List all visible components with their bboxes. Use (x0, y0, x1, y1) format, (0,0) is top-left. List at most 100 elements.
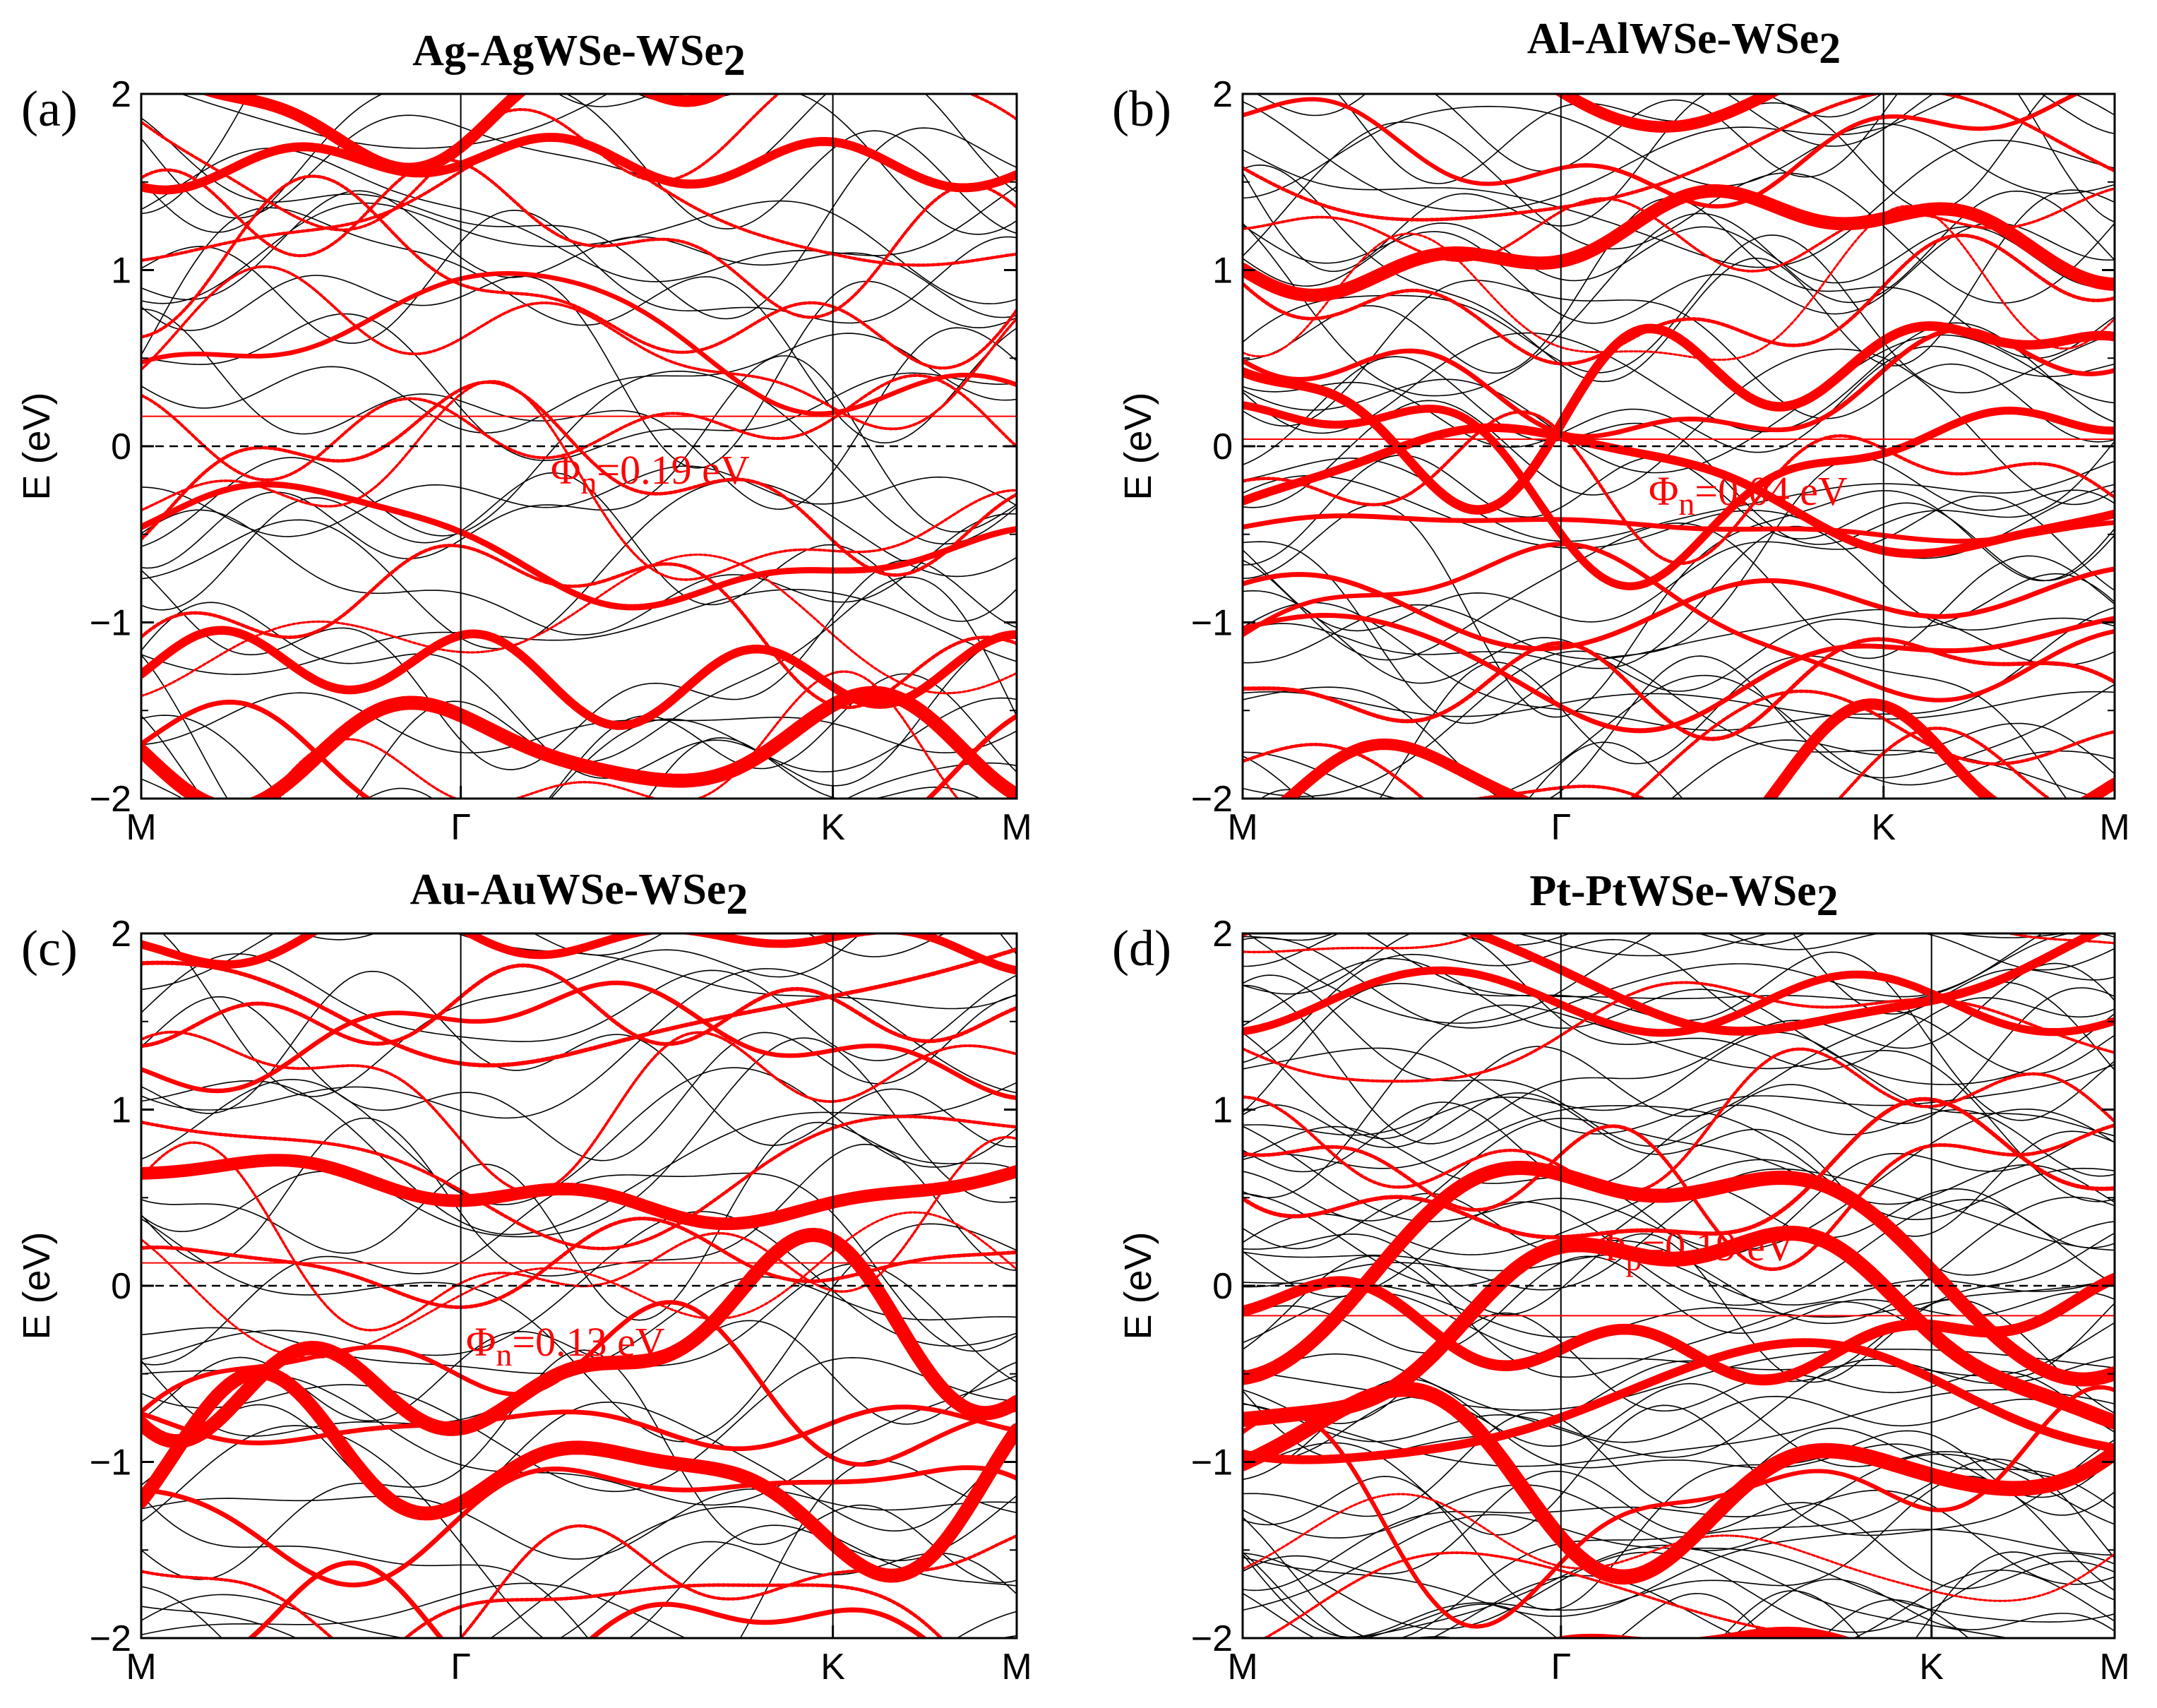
band-line (1528, 741, 1684, 799)
projected-band (1243, 933, 2105, 1036)
band-line (141, 1541, 1017, 1638)
panel-label: (b) (1112, 80, 1171, 137)
projected-band (141, 94, 1017, 232)
projected-band (1243, 981, 2115, 1083)
projected-band (1243, 94, 2081, 209)
x-tick-label: M (1227, 1647, 1257, 1688)
band-line (1729, 1578, 2115, 1638)
projected-band (141, 380, 1017, 581)
band-line (141, 1037, 1017, 1238)
band-line (1243, 691, 2115, 720)
projected-band (1243, 1385, 2115, 1629)
band-line (141, 953, 1017, 1061)
band-line (141, 968, 1017, 1119)
band-line (141, 509, 1017, 635)
band-line (1243, 1569, 2115, 1638)
band-line (1243, 1529, 2115, 1617)
projected-band (141, 1154, 1017, 1231)
x-tick-label: Γ (1550, 807, 1571, 848)
panel-title-subscript: 2 (1817, 877, 1839, 925)
band-line (1243, 356, 2115, 545)
panel-title: Al-AlWSe-WSe2 (1527, 15, 1841, 73)
barrier-symbol: Φ (466, 1319, 496, 1365)
projected-band (1243, 966, 2115, 1037)
projected-band (1243, 423, 2115, 559)
panel-title-main: Pt-PtWSe-WSe (1529, 867, 1816, 915)
y-tick-label: 0 (1212, 1266, 1233, 1307)
band-line (141, 1488, 1017, 1560)
x-tick-label: K (1871, 807, 1896, 848)
band-line (1243, 1159, 2115, 1276)
panel-title-subscript: 2 (726, 876, 748, 924)
band-line (1243, 1458, 2115, 1638)
plot-area-d (1243, 933, 2115, 1638)
band-line (557, 94, 655, 107)
projected-band (141, 1114, 1017, 1250)
barrier-symbol: Φ (1649, 468, 1678, 514)
projected-band (141, 1030, 1017, 1194)
projected-band (141, 699, 1017, 799)
band-line (141, 472, 1017, 622)
band-line (1363, 1590, 1861, 1638)
y-tick-label: 1 (1212, 251, 1233, 292)
band-line (1243, 1032, 2115, 1137)
panel-label: (d) (1112, 920, 1171, 977)
y-tick-label: −2 (90, 1618, 131, 1659)
projected-band (141, 1465, 1017, 1588)
barrier-subscript: p (1625, 1241, 1642, 1277)
band-line (141, 209, 1017, 344)
y-axis-label: E (eV) (1117, 392, 1159, 500)
band-line (1243, 1395, 2115, 1443)
barrier-subscript: n (580, 465, 597, 501)
band-line (1243, 522, 2115, 661)
panel-title-main: Au-AuWSe-WSe (410, 866, 727, 914)
barrier-symbol: Φ (1596, 1224, 1625, 1270)
band-line (162, 933, 1017, 1097)
band-line (141, 1425, 1017, 1638)
y-tick-label: 1 (111, 251, 131, 292)
y-tick-label: 2 (111, 74, 131, 115)
band-line (141, 559, 1017, 770)
panel-title-main: Ag-AgWSe-WSe (412, 27, 724, 75)
band-line (1243, 1378, 2115, 1498)
projected-band (1243, 689, 2115, 799)
x-tick-label: Γ (450, 1647, 471, 1688)
projected-band (141, 933, 1017, 975)
projected-band (141, 157, 1017, 319)
x-tick-label: M (1227, 807, 1257, 848)
band-line (1243, 1092, 2115, 1237)
panel-title-main: Al-AlWSe-WSe (1527, 15, 1819, 63)
projected-band (141, 1217, 1017, 1310)
projected-band (141, 1404, 1017, 1452)
panel-title: Au-AuWSe-WSe2 (410, 866, 748, 924)
band-line (1243, 280, 2115, 443)
band-line (179, 94, 609, 149)
y-axis-label: E (eV) (16, 392, 58, 500)
band-line (141, 1211, 1017, 1360)
y-tick-label: −2 (90, 779, 131, 820)
band-line (1243, 674, 2115, 799)
band-line (1243, 957, 2115, 1085)
projected-band (141, 553, 1017, 698)
band-line (141, 275, 1017, 469)
band-line (141, 1505, 1017, 1638)
projected-band (200, 94, 729, 175)
band-line (1243, 1353, 2115, 1458)
band-line (1243, 458, 2115, 542)
projected-band (1243, 321, 2115, 515)
projected-band (141, 374, 1017, 482)
projected-band (1243, 637, 2115, 741)
band-line (141, 970, 1017, 1148)
y-tick-label: 2 (1212, 74, 1233, 115)
band-line (1821, 1599, 1970, 1638)
projected-band (141, 544, 1017, 710)
projected-band (141, 686, 1017, 799)
barrier-annotation: Φp=0.19 eV (1596, 1224, 1795, 1277)
band-line (141, 589, 1017, 676)
barrier-subscript: n (1678, 486, 1695, 522)
barrier-annotation: Φn=0.13 eV (466, 1319, 665, 1373)
band-line (141, 190, 1017, 318)
x-tick-label: Γ (450, 807, 471, 848)
band-line (141, 1172, 1017, 1366)
